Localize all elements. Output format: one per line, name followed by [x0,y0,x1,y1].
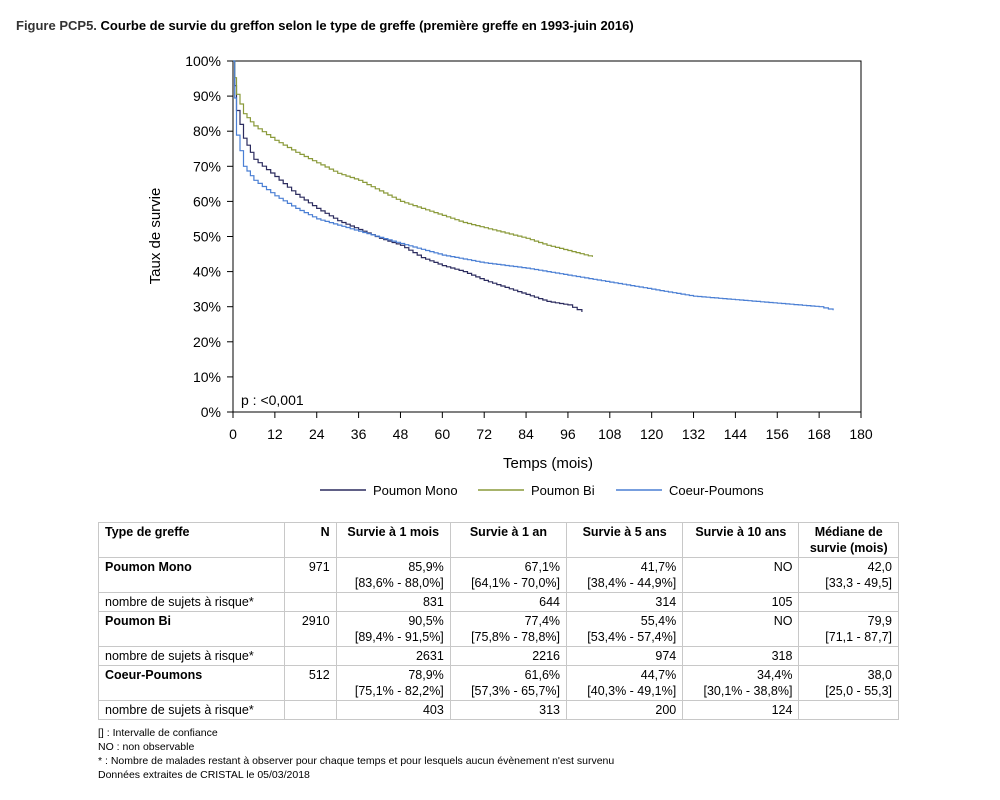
cell-1m: 85,9% [83,6% - 88,0%] [335,557,451,593]
table-row-risk-coeur: nombre de sujets à risque* 403 313 200 1… [97,700,899,720]
cell-median: 42,0 [33,3 - 49,5] [798,557,899,593]
x-tick-label: 132 [682,426,706,442]
note-ci: [] : Intervalle de confiance [98,727,218,739]
x-tick-label: 24 [309,426,325,442]
group-name: Coeur-Poumons [97,665,286,701]
x-tick-label: 60 [435,426,451,442]
risk-1y: 644 [449,592,568,612]
risk-10y: 105 [682,592,800,612]
col-header-1m: Survie à 1 mois [335,522,451,558]
x-tick-label: 168 [807,426,831,442]
x-tick-label: 84 [518,426,534,442]
note-no: NO : non observable [98,741,195,753]
x-tick-label: 156 [766,426,790,442]
group-n: 971 [284,557,337,593]
risk-1m: 2631 [335,646,451,666]
note-source: Données extraites de CRISTAL le 05/03/20… [98,769,310,781]
table-row-risk-mono: nombre de sujets à risque* 831 644 314 1… [97,592,899,612]
x-axis-label: Temps (mois) [503,455,593,472]
x-tick-label: 48 [393,426,409,442]
cell-1m: 90,5% [89,4% - 91,5%] [335,611,451,647]
series-line-coeur-poumons [233,60,834,311]
cell-1y: 77,4% [75,8% - 78,8%] [449,611,568,647]
table-row-risk-bi: nombre de sujets à risque* 2631 2216 974… [97,646,899,666]
group-n: 512 [284,665,337,701]
cell-5y: 55,4% [53,4% - 57,4%] [566,611,684,647]
series-line-poumon-bi [233,60,593,257]
survival-table: Type de greffe N Survie à 1 mois Survie … [97,522,899,720]
y-tick-label: 40% [193,264,221,280]
risk-1y: 313 [449,700,568,720]
x-tick-label: 108 [598,426,622,442]
p-value-annotation: p : <0,001 [241,392,304,408]
risk-1m: 831 [335,592,451,612]
plot-frame [232,60,862,413]
y-tick-label: 0% [201,404,221,420]
x-tick-label: 120 [640,426,664,442]
y-tick-label: 70% [193,158,221,174]
risk-10y: 124 [682,700,800,720]
y-tick-label: 90% [193,88,221,104]
risk-1m: 403 [335,700,451,720]
cell-5y: 41,7% [38,4% - 44,9%] [566,557,684,593]
y-axis-label: Taux de survie [147,188,164,285]
figure-title: Figure PCP5. Courbe de survie du greffon… [16,18,634,33]
series-line-poumon-mono [233,60,583,312]
legend: Poumon Mono Poumon Bi Coeur-Poumons [320,483,764,498]
col-header-n: N [284,522,337,558]
cell-1m: 78,9% [75,1% - 82,2%] [335,665,451,701]
x-tick-label: 36 [351,426,367,442]
x-tick-label: 144 [724,426,748,442]
cell-1y: 67,1% [64,1% - 70,0%] [449,557,568,593]
cell-median: 79,9 [71,1 - 87,7] [798,611,899,647]
legend-label: Poumon Mono [373,483,458,498]
col-header-median: Médiane de survie (mois) [798,522,899,558]
figure-label: Figure PCP5. [16,18,97,33]
y-tick-label: 60% [193,193,221,209]
legend-label: Coeur-Poumons [669,483,764,498]
cell-5y: 44,7% [40,3% - 49,1%] [566,665,684,701]
cell-median: 38,0 [25,0 - 55,3] [798,665,899,701]
group-name: Poumon Mono [97,557,286,593]
col-header-10y: Survie à 10 ans [682,522,800,558]
y-tick-label: 50% [193,229,221,245]
risk-1y: 2216 [449,646,568,666]
group-n: 2910 [284,611,337,647]
risk-5y: 974 [566,646,684,666]
risk-5y: 200 [566,700,684,720]
y-tick-label: 20% [193,334,221,350]
footnotes: [] : Intervalle de confiance NO : non ob… [98,726,614,782]
y-tick-label: 80% [193,123,221,139]
figure-title-text: Courbe de survie du greffon selon le typ… [100,18,634,33]
survival-chart: 0 12 24 36 48 60 72 84 96 108 120 132 144 156 168 180 0%… [147,53,873,498]
risk-label: nombre de sujets à risque* [97,646,286,666]
risk-10y: 318 [682,646,800,666]
cell-10y: NO [682,611,800,647]
risk-label: nombre de sujets à risque* [97,700,286,720]
y-tick-label: 100% [185,53,221,69]
cell-1y: 61,6% [57,3% - 65,7%] [449,665,568,701]
risk-5y: 314 [566,592,684,612]
risk-label: nombre de sujets à risque* [97,592,286,612]
col-header-5y: Survie à 5 ans [566,522,684,558]
x-tick-label: 96 [560,426,576,442]
table-header-row: Type de greffe N Survie à 1 mois Survie … [97,522,899,558]
y-tick-label: 30% [193,299,221,315]
table-row-coeur-poumons: Coeur-Poumons 512 78,9% [75,1% - 82,2%] 6… [97,665,899,701]
table-row-poumon-bi: Poumon Bi 2910 90,5% [89,4% - 91,5%] 77,4… [97,611,899,647]
legend-label: Poumon Bi [531,483,595,498]
cell-10y: 34,4% [30,1% - 38,8%] [682,665,800,701]
col-header-type: Type de greffe [97,522,286,558]
table-row-poumon-mono: Poumon Mono 971 85,9% [83,6% - 88,0%] 67,… [97,557,899,593]
x-tick-label: 72 [476,426,492,442]
x-tick-label: 12 [267,426,283,442]
note-risk: * : Nombre de malades restant à observer… [98,755,615,767]
col-header-1y: Survie à 1 an [449,522,568,558]
cell-10y: NO [682,557,800,593]
group-name: Poumon Bi [97,611,286,647]
x-tick-label: 180 [849,426,873,442]
y-tick-label: 10% [193,369,221,385]
x-tick-label: 0 [229,426,237,442]
